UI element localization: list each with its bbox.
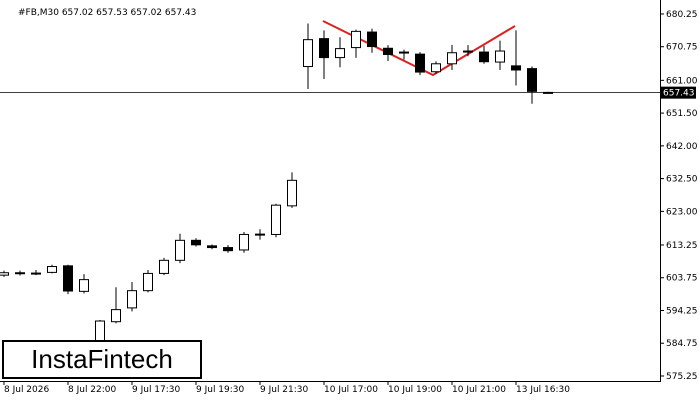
x-tick-label: 10 Jul 19:00 [388, 385, 442, 395]
candle-body [47, 266, 57, 273]
y-tick-label: 642.00 [666, 142, 698, 152]
y-tick-label: 661.00 [666, 76, 698, 86]
y-tick-label: 584.75 [666, 339, 698, 349]
candle-body [495, 50, 505, 63]
candle-body [351, 30, 361, 49]
x-tick-label: 10 Jul 21:00 [452, 385, 506, 395]
y-tick-label: 613.25 [666, 241, 698, 251]
candle-body [239, 233, 249, 251]
y-tick-label: 575.25 [666, 372, 698, 382]
y-tick-label: 603.75 [666, 274, 698, 284]
y-tick-label: 651.50 [666, 109, 698, 119]
x-tick-label: 10 Jul 17:00 [324, 385, 378, 395]
candle-body [463, 50, 473, 53]
candle-body [111, 309, 121, 323]
x-tick-label: 13 Jul 16:30 [516, 385, 570, 395]
candle-body [95, 320, 105, 342]
last-price-label: 657.43 [663, 89, 695, 99]
last-price-box [660, 86, 696, 99]
candle-body [175, 239, 185, 261]
candle-body [191, 239, 201, 246]
candle-body [143, 272, 153, 292]
candle-body [127, 290, 137, 309]
logo: InstaFintech [31, 344, 173, 374]
candle-body [447, 52, 457, 65]
y-tick-label: 680.25 [666, 10, 698, 20]
y-tick-label: 623.00 [666, 207, 698, 217]
logo-box [2, 340, 202, 379]
candle-body [303, 39, 313, 68]
candle-body [335, 48, 345, 59]
x-tick-label: 8 Jul 22:00 [68, 385, 117, 395]
y-tick-label: 632.50 [666, 175, 698, 185]
candle-body [159, 259, 169, 274]
candle-body [0, 272, 9, 276]
candle-body [511, 65, 521, 71]
candle-body [479, 51, 489, 63]
candle-body [527, 68, 537, 92]
candles [0, 23, 553, 360]
candle-body [383, 47, 393, 55]
candle-body [255, 233, 265, 236]
candle-body [415, 53, 425, 73]
candle-body [431, 63, 441, 73]
candle-body [63, 265, 73, 292]
x-tick-label: 9 Jul 21:30 [260, 385, 309, 395]
candle-body [223, 247, 233, 252]
y-tick-label: 594.25 [666, 306, 698, 316]
x-tick-label: 8 Jul 2026 [4, 385, 49, 395]
candle-body [79, 279, 89, 292]
x-tick-label: 9 Jul 17:30 [132, 385, 181, 395]
chart-title: #FB,M30 657.02 657.53 657.02 657.43 [18, 8, 196, 18]
candle-body [31, 272, 41, 275]
candle-body [319, 38, 329, 59]
candle-body [399, 51, 409, 54]
x-tick-label: 9 Jul 19:30 [196, 385, 245, 395]
candle-body [15, 272, 25, 275]
candle-body [207, 245, 217, 249]
y-tick-label: 670.75 [666, 43, 698, 53]
candle-body [367, 31, 377, 48]
candle-body [287, 179, 297, 207]
candle-body [271, 204, 281, 235]
